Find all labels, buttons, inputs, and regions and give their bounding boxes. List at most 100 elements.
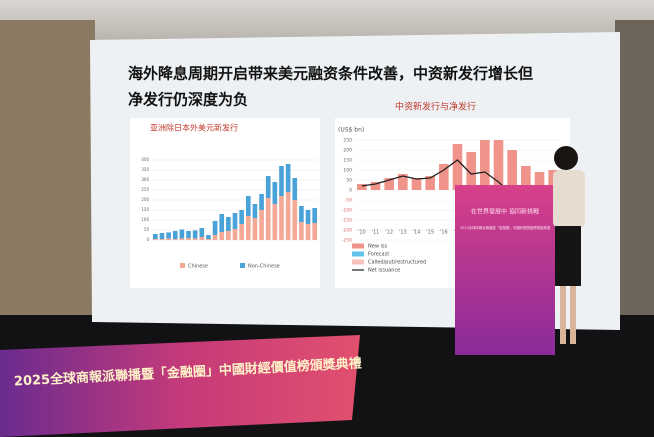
- y-tick-label: -200: [342, 228, 352, 234]
- x-tick-label: '10: [358, 230, 366, 236]
- left-wall: [0, 20, 95, 320]
- slide-title: 净发行仍深度为负: [128, 91, 248, 109]
- bar: [466, 152, 476, 190]
- y-tick-label: -50: [345, 198, 352, 204]
- bar: [285, 164, 291, 192]
- bar: [292, 200, 298, 240]
- speaker-leg: [570, 286, 576, 344]
- bar: [232, 229, 238, 240]
- y-tick-label: 350: [141, 167, 149, 172]
- y-tick-label: 150: [141, 207, 149, 212]
- bar: [219, 214, 225, 232]
- x-tick-label: '15: [426, 230, 434, 236]
- y-tick-label: 50: [144, 227, 150, 232]
- x-tick-label: '12: [385, 230, 393, 236]
- bar: [265, 176, 271, 198]
- bar: [245, 216, 251, 240]
- podium-text: 在世界發展中 協同新挑戰: [471, 208, 539, 216]
- legend-swatch: [240, 263, 245, 268]
- bar: [206, 239, 211, 240]
- y-tick-label: 200: [141, 197, 149, 202]
- x-tick-label: '11: [372, 230, 380, 236]
- bar: [192, 238, 198, 240]
- bar: [272, 182, 278, 204]
- y-tick-label: -100: [342, 208, 352, 214]
- bar: [239, 210, 244, 224]
- unit-label: (US$ bn): [338, 127, 364, 134]
- speaker-blouse: [553, 170, 585, 228]
- y-tick-label: 100: [141, 217, 149, 222]
- bar: [384, 178, 394, 190]
- bar: [172, 231, 178, 239]
- bar: [212, 235, 218, 240]
- bar: [159, 239, 165, 240]
- podium-text: 2025全球商報派聯播暨「金融圈」中國財經價值榜頒獎典禮: [460, 225, 551, 230]
- bar: [312, 208, 318, 223]
- left-chart-panel: [130, 118, 320, 288]
- bar: [521, 166, 531, 190]
- bar: [507, 150, 517, 190]
- bar: [252, 204, 258, 218]
- banner: [0, 335, 360, 437]
- bar: [192, 230, 198, 239]
- y-tick-label: -250: [342, 238, 352, 244]
- y-tick-label: 400: [141, 157, 149, 162]
- legend-label: Forecast: [368, 252, 389, 258]
- bar: [152, 239, 158, 240]
- slide-title: 海外降息周期开启带来美元融资条件改善，中资新发行增长但: [128, 65, 533, 83]
- x-tick-label: '13: [399, 230, 407, 236]
- bar: [159, 233, 165, 239]
- y-tick-label: 150: [343, 158, 352, 164]
- bar: [259, 210, 264, 240]
- bar: [226, 217, 231, 231]
- bar: [186, 238, 191, 240]
- legend-label: Chinese: [188, 264, 208, 270]
- bar: [212, 221, 218, 235]
- chart-title: 中资新发行与净发行: [395, 101, 476, 113]
- legend-label: New iss: [368, 244, 387, 250]
- bar: [279, 196, 284, 240]
- legend-swatch: [180, 263, 185, 268]
- legend-swatch: [352, 259, 364, 265]
- bar: [186, 231, 191, 238]
- speaker-leg: [560, 286, 566, 344]
- bar: [239, 224, 244, 240]
- bar: [152, 234, 158, 239]
- bar: [480, 140, 490, 190]
- bar: [272, 204, 278, 240]
- bar: [199, 228, 205, 237]
- bar: [279, 166, 284, 196]
- bar: [398, 174, 408, 190]
- bar: [411, 178, 422, 190]
- bar: [439, 164, 449, 190]
- y-tick-label: 250: [141, 187, 149, 192]
- bar: [199, 237, 205, 240]
- y-tick-label: 50: [346, 178, 352, 184]
- y-tick-label: -150: [342, 218, 352, 224]
- y-tick-label: 200: [343, 148, 352, 154]
- speaker-head: [554, 146, 578, 170]
- bar: [534, 172, 545, 190]
- bar: [252, 218, 258, 240]
- bar: [285, 192, 291, 240]
- bar: [245, 196, 251, 216]
- bar: [219, 232, 225, 240]
- y-tick-label: 250: [343, 138, 352, 144]
- y-tick-label: 0: [146, 237, 149, 242]
- bar: [166, 238, 171, 240]
- bar: [425, 176, 435, 190]
- bar: [179, 238, 185, 240]
- bar: [265, 198, 271, 240]
- legend-swatch: [352, 251, 364, 257]
- right-wall: [615, 20, 654, 320]
- bar: [452, 144, 463, 190]
- bar: [493, 140, 504, 190]
- bar: [206, 235, 211, 239]
- bar: [292, 178, 298, 200]
- legend-label: Net issuance: [368, 268, 400, 274]
- bar: [172, 239, 178, 240]
- bar: [299, 206, 304, 222]
- bar: [357, 184, 367, 190]
- speaker-skirt: [555, 226, 581, 286]
- bar: [179, 229, 185, 239]
